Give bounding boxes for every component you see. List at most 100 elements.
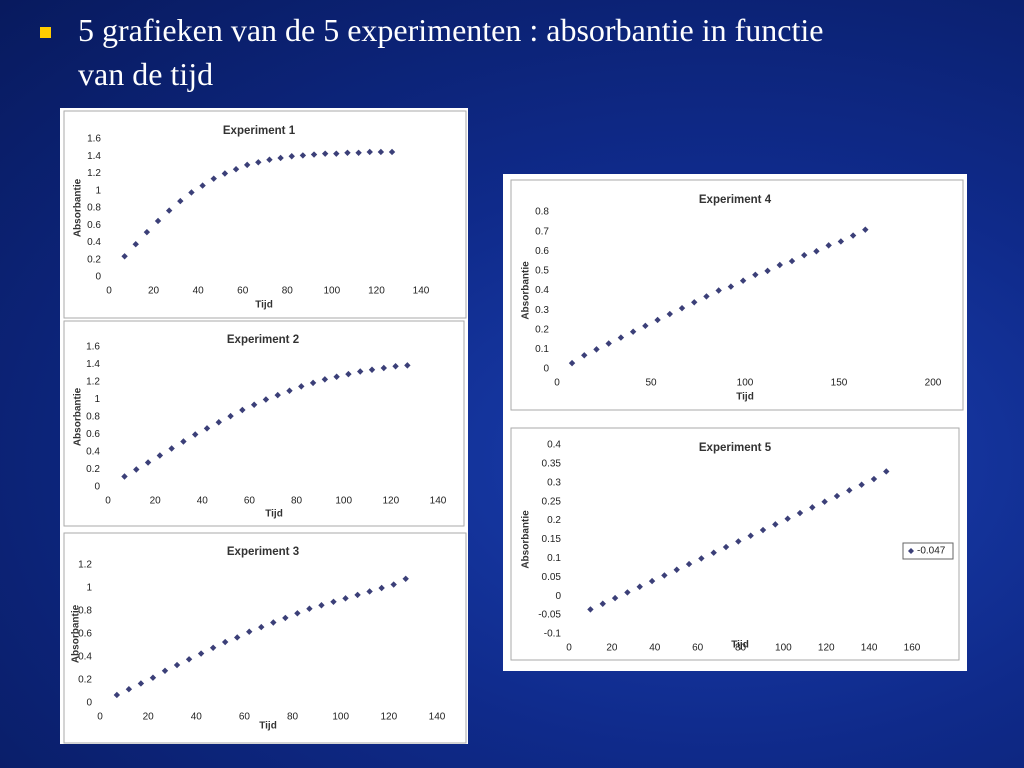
data-point [266, 156, 273, 163]
data-point [752, 271, 759, 278]
data-point [648, 577, 656, 585]
y-tick-label: -0.1 [544, 629, 562, 640]
bullet-marker [40, 27, 51, 38]
data-point [333, 150, 340, 157]
y-tick-label: 0.2 [78, 675, 92, 686]
y-tick-label: 0.8 [87, 203, 101, 214]
data-point [342, 595, 349, 602]
legend-marker [908, 548, 914, 554]
data-point [282, 614, 289, 622]
x-tick-label: 50 [645, 378, 657, 389]
y-tick-label: 1 [86, 583, 92, 594]
data-point [203, 425, 211, 432]
y-tick-label: 0 [95, 272, 101, 283]
data-point [870, 475, 878, 483]
x-tick-label: 140 [861, 643, 878, 654]
data-point [309, 379, 317, 387]
y-tick-label: 1.4 [86, 359, 100, 370]
data-point [232, 165, 240, 173]
y-axis-label: Absorbantie [73, 178, 84, 237]
data-point [149, 674, 157, 681]
data-point [593, 346, 600, 353]
data-point [357, 368, 364, 375]
data-point [821, 498, 828, 505]
y-tick-label: 0.4 [87, 237, 101, 248]
x-axis-label: Tijd [736, 392, 754, 403]
data-point [776, 261, 783, 269]
data-point [210, 175, 217, 182]
data-point [691, 299, 698, 306]
data-point [132, 241, 139, 248]
y-tick-label: 0.4 [86, 447, 100, 458]
y-axis-label: Absorbantie [521, 510, 532, 569]
x-tick-label: 100 [775, 643, 792, 654]
data-point [642, 322, 649, 330]
x-tick-label: 0 [105, 496, 111, 507]
x-tick-label: 120 [368, 286, 385, 297]
y-tick-label: 0.7 [535, 226, 549, 237]
legend-label: -0.047 [917, 546, 946, 557]
data-point [636, 583, 643, 590]
data-point [188, 189, 195, 196]
chart-title: Experiment 1 [223, 125, 296, 137]
y-tick-label: 0.2 [86, 464, 100, 475]
data-point [759, 526, 767, 534]
data-point [277, 154, 284, 162]
data-point [221, 638, 229, 646]
data-point [255, 159, 262, 166]
data-point [883, 468, 890, 475]
y-axis-label: Absorbantie [73, 387, 84, 446]
data-point [862, 226, 869, 233]
x-tick-label: 60 [244, 496, 256, 507]
data-point [227, 412, 234, 420]
data-point [772, 521, 779, 528]
data-point [366, 588, 373, 595]
data-point [605, 340, 612, 347]
y-tick-label: 0.25 [542, 496, 562, 507]
data-point [617, 334, 625, 341]
chart-title: Experiment 2 [227, 334, 299, 346]
y-tick-label: 1 [95, 185, 101, 196]
y-tick-label: 0.4 [535, 285, 549, 296]
data-point [685, 560, 693, 568]
data-point [355, 149, 362, 156]
y-tick-label: 0.4 [78, 652, 92, 663]
y-tick-label: 0 [94, 482, 100, 493]
data-point [133, 466, 140, 473]
y-tick-label: 0.3 [547, 477, 561, 488]
data-point [125, 686, 133, 693]
data-point [837, 238, 845, 245]
data-point [599, 600, 606, 607]
y-tick-label: 1 [94, 394, 100, 405]
y-tick-label: 0.4 [547, 440, 561, 451]
x-tick-label: 40 [191, 712, 203, 723]
x-tick-label: 20 [143, 712, 155, 723]
data-point [299, 152, 307, 159]
y-tick-label: 1.6 [86, 342, 100, 353]
x-tick-label: 80 [291, 496, 303, 507]
data-point [185, 656, 193, 663]
x-axis-label: Tijd [259, 721, 277, 732]
data-point [274, 391, 281, 399]
data-point [715, 287, 722, 294]
chart-title: Experiment 3 [227, 546, 299, 558]
y-tick-label: 0.1 [535, 344, 549, 355]
data-point [661, 572, 668, 579]
x-axis-label: Tijd [255, 300, 273, 311]
data-point [722, 543, 730, 551]
data-point [250, 401, 258, 408]
data-point [246, 628, 253, 635]
data-point [121, 253, 128, 260]
x-tick-label: 80 [287, 712, 299, 723]
data-point [168, 445, 175, 452]
panel [503, 174, 967, 671]
data-point [221, 170, 229, 177]
y-tick-label: 0.8 [78, 606, 92, 617]
data-point [180, 438, 187, 445]
x-axis-label: Tijd [265, 509, 283, 520]
data-point [165, 207, 173, 214]
data-point [137, 680, 145, 687]
data-point [587, 606, 594, 613]
data-point [262, 396, 270, 403]
data-point [654, 316, 661, 324]
